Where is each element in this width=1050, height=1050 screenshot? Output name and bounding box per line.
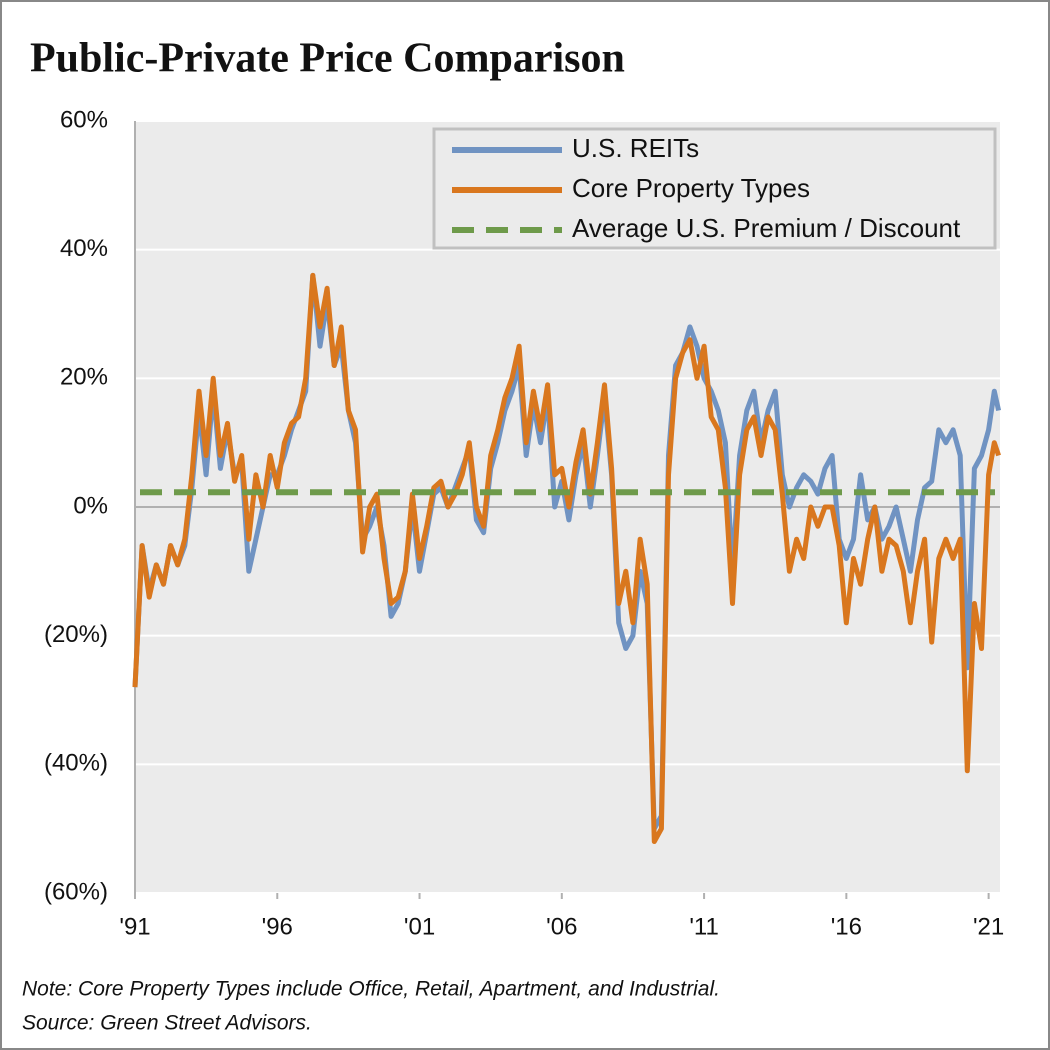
y-tick-label: 0% [73, 492, 108, 519]
chart-title: Public-Private Price Comparison [30, 36, 625, 82]
series-line [132, 272, 1001, 844]
y-tick-label: (40%) [44, 750, 108, 777]
y-tick-label: 60% [60, 106, 108, 133]
legend-label: Average U.S. Premium / Discount [572, 213, 961, 243]
x-tick-label: '01 [404, 913, 435, 940]
note: Note: Core Property Types include Office… [22, 978, 720, 1001]
x-tick-label: '21 [973, 913, 1004, 940]
x-tick-label: '16 [831, 913, 862, 940]
source: Source: Green Street Advisors. [22, 1012, 312, 1035]
legend-label: Core Property Types [572, 173, 810, 203]
y-tick-label: (60%) [44, 878, 108, 905]
legend-label: U.S. REITs [572, 133, 699, 163]
x-tick-label: '91 [119, 913, 150, 940]
x-tick-label: '96 [262, 913, 293, 940]
x-tick-label: '11 [689, 913, 719, 940]
x-tick-label: '06 [546, 913, 577, 940]
y-tick-label: 40% [60, 235, 108, 262]
y-tick-label: (20%) [44, 621, 108, 648]
y-tick-label: 20% [60, 364, 108, 391]
